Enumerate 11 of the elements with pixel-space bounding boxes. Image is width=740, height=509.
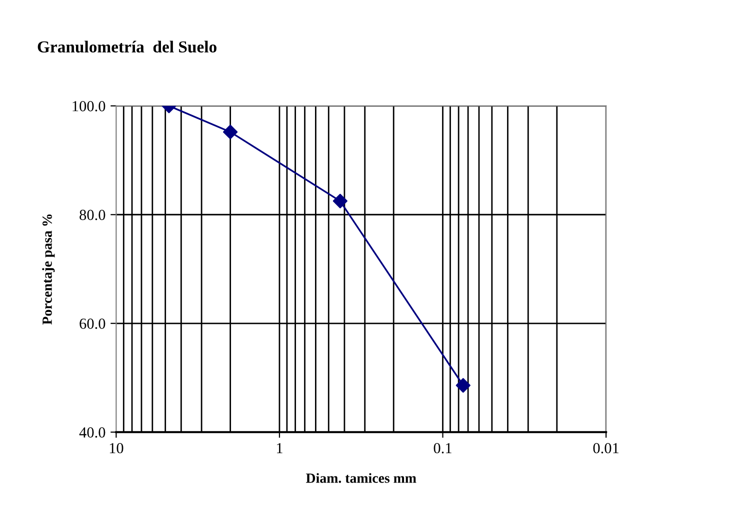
x-tick-label: 0.01 — [593, 443, 619, 454]
x-axis-title: Diam. tamices mm — [306, 473, 416, 483]
x-tick-label: 1 — [277, 443, 282, 454]
y-axis-title: Porcentaje pasa % — [42, 214, 55, 325]
y-tick-label: 40.0 — [79, 427, 106, 438]
y-tick-label: 80.0 — [80, 210, 106, 220]
y-tick-label: 100.0 — [72, 101, 106, 112]
chart-title: Granulometría del Suelo — [38, 40, 216, 53]
x-tick-label: 0.1 — [434, 443, 452, 454]
x-tick-label: 10 — [110, 443, 124, 454]
y-tick-label: 60.0 — [80, 318, 106, 329]
